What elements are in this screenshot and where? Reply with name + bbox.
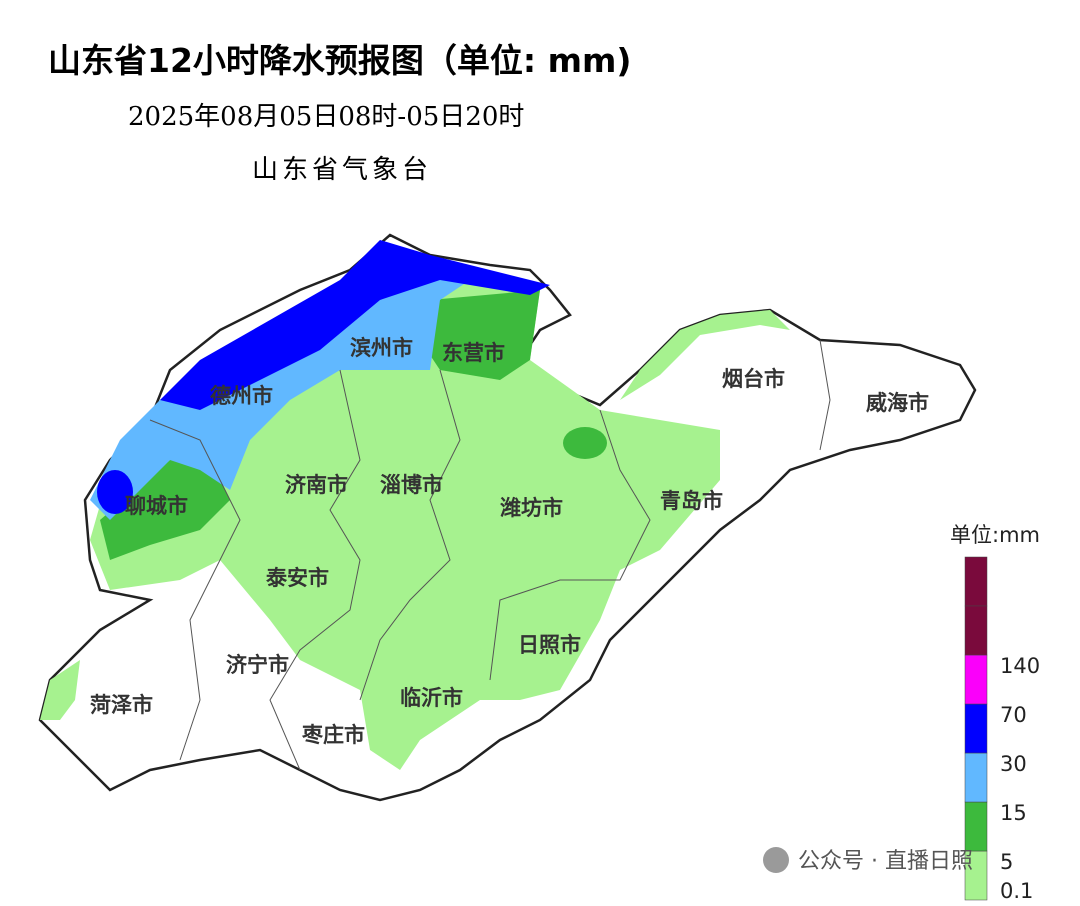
legend-swatch xyxy=(964,801,988,852)
legend-label: 15 xyxy=(1000,801,1027,825)
legend-swatch xyxy=(964,752,988,803)
legend-swatch xyxy=(964,605,988,656)
rain-heavy xyxy=(90,262,470,520)
legend-title: 单位:mm xyxy=(950,523,1040,547)
time-range: 2025年08月05日08时-05日20时 xyxy=(128,102,524,132)
wechat-icon xyxy=(763,847,789,873)
watermark: 公众号 · 直播日照 xyxy=(798,849,973,874)
city-label: 滨州市 xyxy=(350,336,413,360)
rain-moderate xyxy=(420,290,540,380)
city-borders xyxy=(269,369,361,771)
city-borders xyxy=(489,409,651,681)
city-label: 东营市 xyxy=(442,341,505,365)
city-label: 淄博市 xyxy=(380,473,443,497)
rain-very-heavy xyxy=(160,240,550,410)
rain-light-sw xyxy=(40,660,80,720)
legend-swatch xyxy=(964,703,988,754)
title: 山东省12小时降水预报图（单位: mm) xyxy=(48,41,631,80)
city-label: 烟台市 xyxy=(722,367,785,391)
rain-moderate-w xyxy=(100,460,230,560)
city-borders xyxy=(359,369,461,701)
city-label: 泰安市 xyxy=(265,566,329,590)
legend-label: 140 xyxy=(1000,654,1040,678)
city-borders xyxy=(819,339,831,451)
city-label: 日照市 xyxy=(518,633,581,657)
legend-swatch xyxy=(964,556,988,607)
city-label: 济南市 xyxy=(285,473,348,497)
city-label: 聊城市 xyxy=(125,494,188,518)
rain-light-coast xyxy=(620,310,790,400)
city-label: 菏泽市 xyxy=(90,693,153,717)
legend-label: 5 xyxy=(1000,850,1013,874)
map xyxy=(38,233,977,802)
city-label: 枣庄市 xyxy=(301,723,365,747)
city-label: 济宁市 xyxy=(226,653,289,677)
city-label: 临沂市 xyxy=(400,686,463,710)
legend-label: 70 xyxy=(1000,703,1027,727)
rain-very-heavy-spot xyxy=(97,470,133,514)
legend-label: 30 xyxy=(1000,752,1027,776)
city-label: 德州市 xyxy=(210,384,273,408)
city-label: 潍坊市 xyxy=(500,496,563,520)
city-label: 威海市 xyxy=(866,391,929,415)
legend-swatch xyxy=(964,654,988,705)
issuer: 山东省气象台 xyxy=(252,155,432,185)
city-label: 青岛市 xyxy=(660,489,723,513)
legend-label: 0.1 xyxy=(1000,879,1033,903)
rain-moderate-spot xyxy=(563,427,607,459)
legend: 0.1 5 15 30 70 140 xyxy=(964,556,1040,903)
city-borders xyxy=(149,419,241,761)
